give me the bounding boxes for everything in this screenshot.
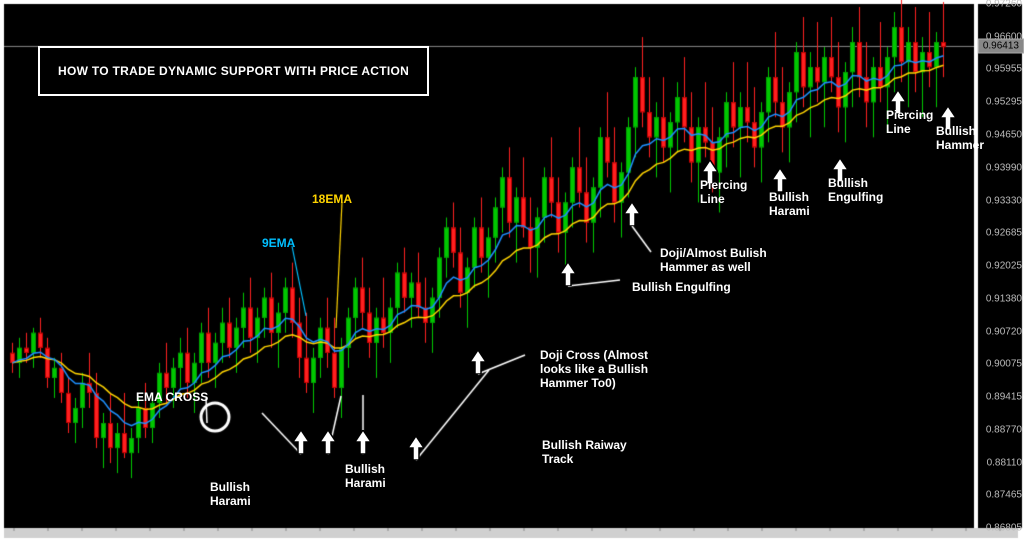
y-axis-tick: 0.93990 [986, 162, 1022, 173]
y-axis-tick: 0.88770 [986, 424, 1022, 435]
y-axis-tick: 0.97260 [986, 0, 1022, 10]
y-axis-tick: 0.86805 [986, 523, 1022, 534]
y-axis-tick: 0.91380 [986, 293, 1022, 304]
y-axis-tick: 0.87465 [986, 489, 1022, 500]
y-axis-tick: 0.89415 [986, 392, 1022, 403]
y-axis-tick: 0.92025 [986, 261, 1022, 272]
y-axis-tick: 0.95295 [986, 97, 1022, 108]
y-axis-tick: 0.94650 [986, 129, 1022, 140]
chart-stage: HOW TO TRADE DYNAMIC SUPPORT WITH PRICE … [0, 0, 1024, 539]
y-axis-tick: 0.90075 [986, 359, 1022, 370]
y-axis-tick: 0.92685 [986, 228, 1022, 239]
y-axis-tick: 0.88110 [987, 457, 1022, 468]
chart-title-box: HOW TO TRADE DYNAMIC SUPPORT WITH PRICE … [38, 46, 429, 96]
y-axis-tick: 0.90720 [986, 326, 1022, 337]
current-price-indicator: 0.96413 [978, 39, 1024, 54]
y-axis-tick: 0.93330 [986, 195, 1022, 206]
y-axis-tick: 0.95955 [986, 64, 1022, 75]
